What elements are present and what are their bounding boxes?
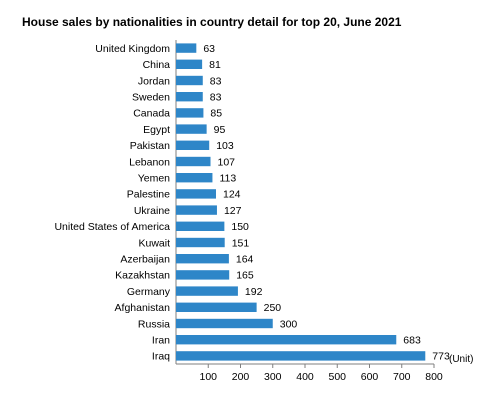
- category-label: Ukraine: [134, 205, 170, 217]
- bar: [176, 221, 225, 231]
- bar: [176, 286, 238, 296]
- value-label: 192: [245, 286, 263, 298]
- category-label: Germany: [127, 286, 171, 298]
- bar: [176, 302, 257, 312]
- category-label: Kazakhstan: [115, 270, 170, 282]
- x-tick-label: 100: [199, 371, 217, 383]
- category-label: Palestine: [127, 189, 170, 201]
- value-label: 683: [403, 335, 421, 347]
- category-label: Lebanon: [129, 156, 170, 168]
- value-label: 85: [210, 108, 222, 120]
- bar: [176, 318, 273, 329]
- x-tick-label: 300: [264, 371, 282, 383]
- category-label: United Kingdom: [95, 43, 170, 55]
- bar: [176, 335, 397, 345]
- category-label: Afghanistan: [115, 302, 171, 314]
- bar: [176, 189, 216, 199]
- bar: [176, 59, 203, 69]
- value-label: 773: [432, 351, 450, 363]
- x-tick-label: 400: [296, 371, 314, 383]
- category-label: China: [143, 59, 171, 71]
- value-label: 127: [224, 205, 242, 217]
- bar: [176, 140, 210, 150]
- bar: [176, 237, 225, 248]
- value-label: 81: [209, 59, 221, 71]
- category-label: Russia: [138, 318, 170, 330]
- category-label: Sweden: [132, 92, 170, 104]
- value-label: 165: [236, 270, 254, 282]
- bar: [176, 205, 217, 215]
- chart-title: House sales by nationalities in country …: [22, 15, 402, 29]
- value-label: 83: [210, 92, 222, 104]
- category-label: Iraq: [152, 351, 170, 363]
- value-label: 300: [280, 318, 298, 330]
- bar: [176, 351, 426, 361]
- value-label: 151: [232, 237, 250, 249]
- value-label: 63: [203, 43, 215, 55]
- bar: [176, 270, 230, 280]
- category-label: Pakistan: [130, 140, 170, 152]
- value-label: 103: [216, 140, 234, 152]
- bar: [176, 124, 207, 134]
- bar: [176, 108, 204, 118]
- x-tick-label: 800: [425, 371, 443, 383]
- bar: [176, 254, 229, 264]
- category-label: Yemen: [138, 173, 170, 185]
- value-label: 107: [218, 156, 236, 168]
- x-tick-label: 200: [232, 371, 250, 383]
- category-label: Kuwait: [138, 237, 170, 249]
- value-label: 250: [264, 302, 282, 314]
- bar: [176, 92, 203, 102]
- category-label: Iran: [152, 335, 170, 347]
- x-tick-label: 700: [393, 371, 411, 383]
- value-label: 150: [231, 221, 249, 233]
- x-tick-label: 600: [361, 371, 379, 383]
- value-label: 124: [223, 189, 241, 201]
- category-label: Canada: [133, 108, 170, 120]
- value-label: 113: [219, 173, 236, 185]
- category-label: Azerbaijan: [120, 254, 170, 266]
- value-label: 83: [210, 75, 222, 87]
- value-label: 95: [214, 124, 226, 136]
- bar: [176, 156, 211, 167]
- category-label: United States of America: [54, 221, 170, 233]
- plot-area: 100 200 300 400 500 600 700 800 United Kingdom 63…: [54, 40, 450, 383]
- category-label: Egypt: [143, 124, 170, 136]
- x-tick-label: 500: [328, 371, 346, 383]
- bar: [176, 173, 213, 183]
- bar: [176, 75, 203, 86]
- value-label: 164: [236, 254, 254, 266]
- bar: [176, 43, 197, 53]
- category-label: Jordan: [138, 75, 170, 87]
- unit-label: (Unit): [449, 354, 473, 365]
